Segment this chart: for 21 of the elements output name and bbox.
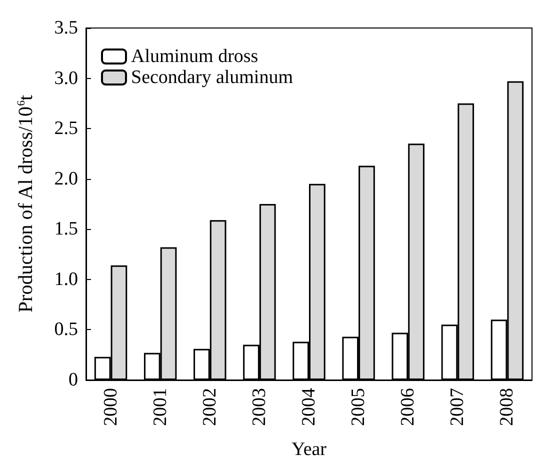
y-tick-label: 3.0: [54, 68, 78, 89]
x-tick-label: 2006: [398, 388, 419, 426]
y-axis-title: Production of Al dross/106t: [15, 94, 37, 313]
x-tick-label: 2003: [248, 388, 270, 426]
x-tick-label: 2004: [298, 388, 320, 426]
y-tick-label: 0.5: [54, 319, 78, 340]
y-tick-label: 2.0: [54, 168, 78, 190]
x-tick-label: 2005: [348, 388, 370, 426]
x-tick-label: 2002: [199, 388, 220, 426]
x-tick-label: 2008: [496, 388, 518, 426]
y-tick-label: 1.5: [54, 218, 78, 240]
y-tick-label: 3.5: [54, 18, 78, 38]
y-tick-label: 1.0: [54, 268, 78, 290]
x-axis-title: Year: [291, 439, 328, 460]
x-tick-label: 2007: [447, 388, 468, 426]
x-tick-label: 2000: [100, 388, 122, 426]
x-tick-label: 2001: [150, 388, 171, 426]
y-tick-label: 2.5: [54, 118, 78, 140]
y-tick-label: 0: [68, 370, 78, 390]
legend-label: Aluminum dross: [131, 46, 258, 67]
legend-label: Secondary aluminum: [131, 67, 294, 88]
